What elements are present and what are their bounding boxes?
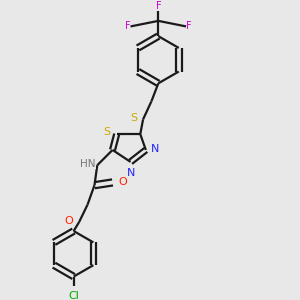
Text: F: F [186,21,192,32]
Text: S: S [103,127,111,137]
Text: F: F [155,1,161,11]
Text: S: S [130,113,137,123]
Text: HN: HN [80,159,95,169]
Text: Cl: Cl [68,291,79,300]
Text: N: N [127,168,136,178]
Text: O: O [118,177,127,187]
Text: O: O [64,216,73,226]
Text: F: F [125,21,130,32]
Text: N: N [151,144,159,154]
